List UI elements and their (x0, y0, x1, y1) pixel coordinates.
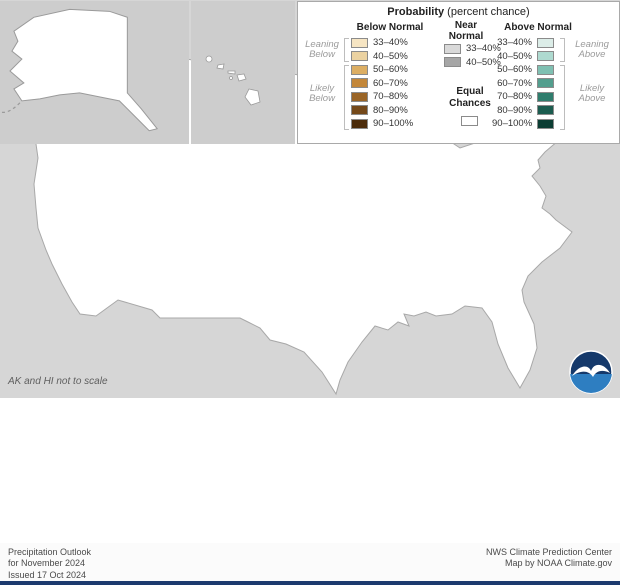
legend-header-near: Near Normal (448, 20, 484, 42)
above-label-40-50: 40–50% (497, 50, 532, 62)
above-label-60-70: 60–70% (497, 77, 532, 89)
below-swatch-50-60 (351, 64, 368, 75)
below-swatch-40-50 (351, 51, 368, 62)
footer-right-text: NWS Climate Prediction Center Map by NOA… (486, 547, 612, 577)
legend-row: 90–100% (351, 117, 413, 131)
legend-column-below: 33–40% 40–50% 50–60% 60–70% 70–80% 80–90… (351, 36, 413, 131)
bracket-likely-above (560, 65, 565, 130)
legend-title-rest: (percent chance) (444, 6, 530, 18)
above-swatch-33-40 (537, 37, 554, 48)
legend-row: 33–40% (444, 42, 501, 56)
legend-row: 60–70% (492, 77, 554, 91)
legend-row: 80–90% (492, 104, 554, 118)
below-label-70-80: 70–80% (373, 91, 408, 103)
below-swatch-80-90 (351, 105, 368, 116)
above-label-80-90: 80–90% (497, 104, 532, 116)
footer-accent-bar (0, 581, 620, 585)
hawaii-inset (191, 1, 295, 144)
below-swatch-90-100 (351, 118, 368, 129)
legend-row: 50–60% (492, 63, 554, 77)
leaning-below-label: Leaning Below (305, 39, 339, 61)
legend-title: Probability (percent chance) (298, 6, 619, 18)
aleutian-islands (0, 102, 21, 113)
alaska-map (0, 8, 158, 132)
legend-row: 90–100% (492, 117, 554, 131)
legend-title-bold: Probability (387, 6, 445, 18)
legend-row: 40–50% (351, 50, 413, 64)
likely-below-label: Likely Below (309, 83, 335, 105)
legend-column-above: 33–40% 40–50% 50–60% 60–70% 70–80% 80–90… (492, 36, 554, 131)
footer: Precipitation Outlook for November 2024 … (0, 543, 620, 581)
legend-row: 40–50% (492, 50, 554, 64)
below-label-50-60: 50–60% (373, 64, 408, 76)
footer-credit: Map by NOAA Climate.gov (504, 558, 612, 569)
legend-column-near: 33–40% 40–50% (444, 42, 501, 69)
footer-title: Precipitation Outlook (8, 547, 92, 557)
below-label-33-40: 33–40% (373, 37, 408, 49)
above-swatch-50-60 (537, 64, 554, 75)
legend-header-below: Below Normal (356, 22, 424, 33)
scale-note: AK and HI not to scale (8, 376, 108, 387)
legend-row: 33–40% (351, 36, 413, 50)
above-swatch-70-80 (537, 91, 554, 102)
footer-period: for November 2024 (8, 558, 86, 569)
legend-row: 50–60% (351, 63, 413, 77)
near-swatch-33-40 (444, 43, 461, 54)
hawaii-islands (205, 55, 261, 106)
footer-source: NWS Climate Prediction Center (485, 547, 612, 557)
bracket-leaning-above (560, 38, 565, 62)
below-label-60-70: 60–70% (373, 77, 408, 89)
legend-row: 70–80% (492, 90, 554, 104)
near-swatch-40-50 (444, 57, 461, 68)
near-label-33-40: 33–40% (466, 43, 501, 55)
legend-header-above: Above Normal (504, 22, 572, 33)
legend-row: 33–40% (492, 36, 554, 50)
bracket-likely-below (344, 65, 349, 130)
above-swatch-90-100 (537, 118, 554, 129)
alaska-outline-stroke (9, 8, 158, 132)
below-label-40-50: 40–50% (373, 50, 408, 62)
bracket-leaning-below (344, 38, 349, 62)
noaa-logo (569, 350, 613, 394)
leaning-above-label: Leaning Above (575, 39, 609, 61)
above-label-70-80: 70–80% (497, 91, 532, 103)
above-swatch-40-50 (537, 51, 554, 62)
footer-left-text: Precipitation Outlook for November 2024 … (8, 547, 92, 580)
above-label-33-40: 33–40% (497, 37, 532, 49)
above-label-50-60: 50–60% (497, 64, 532, 76)
below-label-80-90: 80–90% (373, 104, 408, 116)
hawaii-map (205, 55, 261, 106)
likely-above-label: Likely Above (578, 83, 606, 105)
footer-issued: Issued 17 Oct 2024 (8, 569, 87, 580)
below-swatch-33-40 (351, 37, 368, 48)
alaska-inset (0, 1, 189, 144)
above-swatch-60-70 (537, 78, 554, 89)
near-label-40-50: 40–50% (466, 56, 501, 68)
below-swatch-60-70 (351, 78, 368, 89)
probability-legend: Probability (percent chance) Below Norma… (297, 1, 620, 144)
below-label-90-100: 90–100% (373, 118, 414, 130)
equal-chances-label: Equal Chances (449, 86, 491, 109)
legend-row: 40–50% (444, 56, 501, 70)
above-swatch-80-90 (537, 105, 554, 116)
legend-row: 60–70% (351, 77, 413, 91)
equal-chances-swatch (461, 116, 478, 126)
legend-row: 80–90% (351, 104, 413, 118)
below-swatch-70-80 (351, 91, 368, 102)
above-label-90-100: 90–100% (492, 118, 533, 130)
insets-row-bg (0, 398, 620, 543)
legend-row: 70–80% (351, 90, 413, 104)
